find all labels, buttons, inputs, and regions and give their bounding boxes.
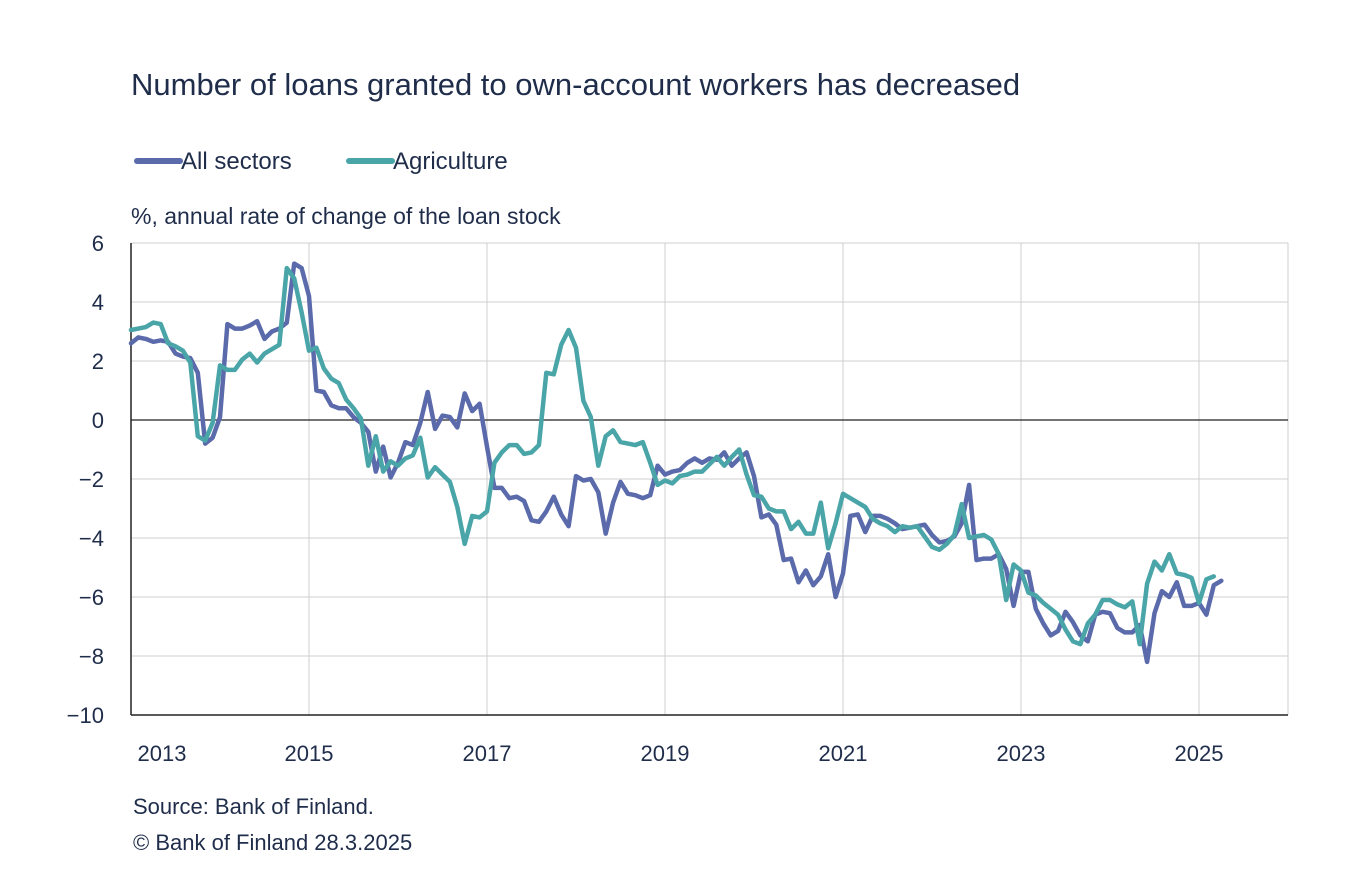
legend-label-all-sectors: All sectors: [181, 148, 292, 175]
chart-title: Number of loans granted to own-account w…: [131, 67, 1020, 102]
y-axis-label: %, annual rate of change of the loan sto…: [131, 203, 561, 229]
series-line-all-sectors: [128, 261, 1224, 665]
y-tick-label: −8: [79, 644, 104, 669]
series-lines: [128, 261, 1224, 665]
grid: [130, 242, 1289, 716]
legend-label-agriculture: Agriculture: [393, 148, 508, 175]
x-tick-label: 2023: [997, 741, 1046, 766]
copyright-note: © Bank of Finland 28.3.2025: [133, 830, 412, 855]
y-tick-label: −10: [67, 703, 104, 728]
y-tick-label: −4: [79, 526, 104, 551]
source-note: Source: Bank of Finland.: [133, 794, 374, 819]
x-tick-label: 2019: [641, 741, 690, 766]
y-tick-label: 6: [92, 231, 104, 256]
y-tick-label: −6: [79, 585, 104, 610]
x-tick-labels: 2013 2015 2017 2019 2021 2023 2025: [138, 741, 1224, 766]
y-tick-label: −2: [79, 467, 104, 492]
x-tick-label: 2017: [463, 741, 512, 766]
y-tick-label: 0: [92, 408, 104, 433]
x-tick-label: 2021: [819, 741, 868, 766]
y-tick-labels: 6 4 2 0 −2 −4 −6 −8 −10: [67, 231, 104, 728]
x-tick-label: 2025: [1175, 741, 1224, 766]
y-tick-label: 4: [92, 290, 104, 315]
y-tick-label: 2: [92, 349, 104, 374]
legend: All sectors Agriculture: [134, 148, 508, 175]
x-tick-label: 2015: [285, 741, 334, 766]
series-line-agriculture: [128, 265, 1217, 647]
x-tick-label: 2013: [138, 741, 187, 766]
